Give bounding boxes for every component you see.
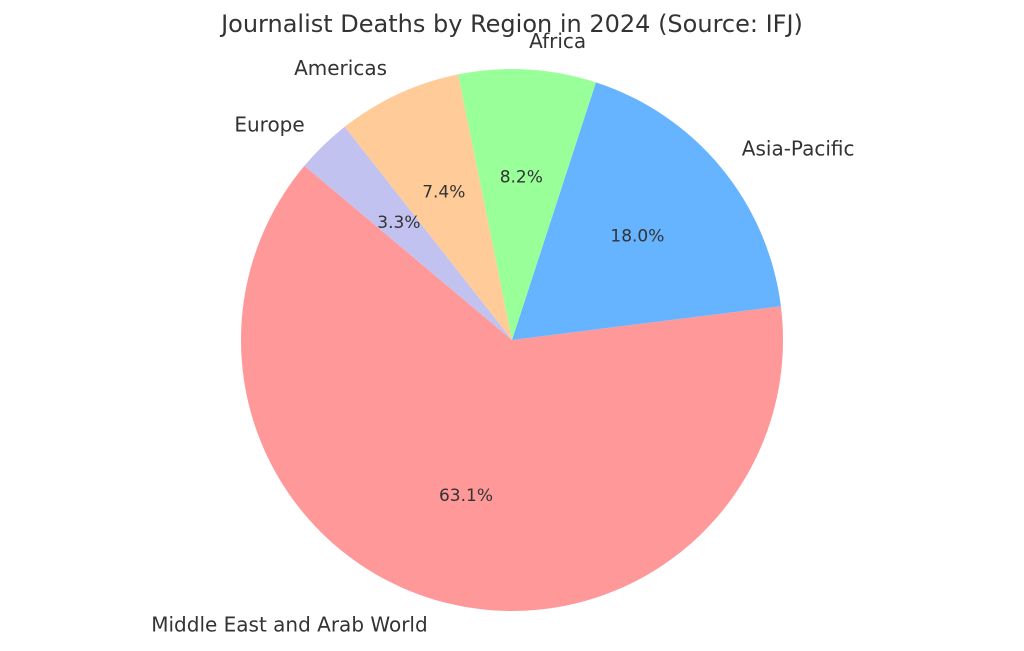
slice-label-middle-east-and-arab-world: Middle East and Arab World (151, 612, 427, 636)
percent-label-africa: 8.2% (500, 168, 543, 188)
percent-label-americas: 7.4% (422, 182, 465, 202)
pie-slice-americas (344, 74, 512, 341)
pie-slice-middle-east-and-arab-world (241, 165, 784, 611)
pie-labels: Middle East and Arab World 63.1% Asia-Paci… (151, 29, 854, 637)
percent-label-middle-east-and-arab-world: 63.1% (439, 486, 493, 506)
pie-slices (241, 68, 784, 611)
pie-slice-europe (304, 126, 512, 340)
percent-label-europe: 3.3% (377, 213, 420, 233)
slice-label-africa: Africa (529, 29, 586, 53)
slice-label-europe: Europe (234, 112, 304, 136)
pie-slice-africa (458, 68, 596, 341)
slice-label-americas: Americas (294, 56, 387, 80)
slice-label-asia-pacific: Asia-Pacific (742, 137, 855, 161)
chart-title: Journalist Deaths by Region in 2024 (Sou… (219, 10, 803, 38)
pie-slice-asia-pacific (512, 82, 781, 340)
percent-label-asia-pacific: 18.0% (610, 226, 664, 246)
